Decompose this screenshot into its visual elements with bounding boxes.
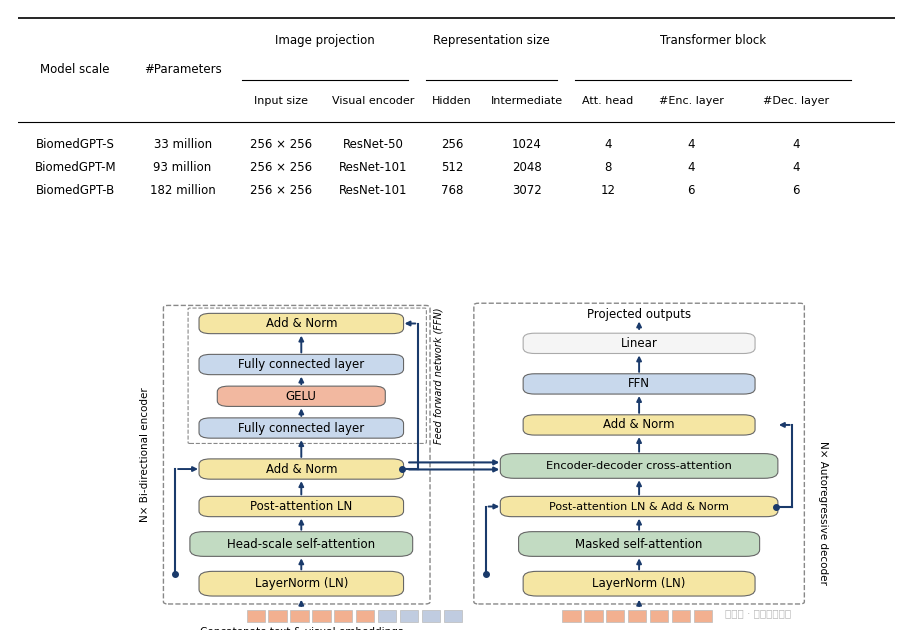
Text: BiomedGPT-S: BiomedGPT-S: [36, 139, 115, 151]
Text: 1024: 1024: [511, 139, 541, 151]
FancyBboxPatch shape: [500, 454, 778, 478]
Text: #Dec. layer: #Dec. layer: [763, 96, 829, 106]
Text: 4: 4: [792, 161, 800, 175]
Text: Hidden: Hidden: [432, 96, 472, 106]
Text: 512: 512: [441, 161, 463, 175]
Text: Head-scale self-attention: Head-scale self-attention: [227, 537, 375, 551]
FancyBboxPatch shape: [523, 333, 755, 353]
FancyBboxPatch shape: [199, 571, 404, 596]
Text: 256 × 256: 256 × 256: [250, 139, 312, 151]
Text: Add & Norm: Add & Norm: [603, 418, 675, 432]
Text: N× Autoregressive decoder: N× Autoregressive decoder: [818, 442, 827, 585]
Bar: [650, 610, 668, 622]
Text: 12: 12: [600, 184, 615, 197]
Text: BiomedGPT-M: BiomedGPT-M: [35, 161, 116, 175]
Bar: [247, 610, 265, 622]
Text: 256: 256: [441, 139, 463, 151]
Text: Model scale: Model scale: [40, 64, 110, 76]
Text: 6: 6: [687, 184, 695, 197]
FancyBboxPatch shape: [199, 354, 404, 375]
Text: 4: 4: [687, 139, 695, 151]
Text: N× Bi-directional encoder: N× Bi-directional encoder: [141, 387, 150, 522]
Bar: [312, 610, 331, 622]
Text: 182 million: 182 million: [150, 184, 215, 197]
Text: 93 million: 93 million: [153, 161, 212, 175]
FancyBboxPatch shape: [500, 496, 778, 517]
Text: ResNet-50: ResNet-50: [342, 139, 404, 151]
Text: 公众号 · 知识图谱科技: 公众号 · 知识图谱科技: [725, 608, 791, 618]
FancyBboxPatch shape: [519, 532, 760, 556]
Bar: [268, 610, 287, 622]
Text: 4: 4: [792, 139, 800, 151]
Text: Image projection: Image projection: [275, 34, 375, 47]
Text: Representation size: Representation size: [433, 34, 550, 47]
Bar: [562, 610, 581, 622]
Text: 256 × 256: 256 × 256: [250, 184, 312, 197]
Text: Add & Norm: Add & Norm: [266, 317, 337, 330]
Text: 256 × 256: 256 × 256: [250, 161, 312, 175]
Text: ResNet-101: ResNet-101: [339, 161, 407, 175]
Text: 8: 8: [604, 161, 612, 175]
Text: ResNet-101: ResNet-101: [339, 184, 407, 197]
Text: 4: 4: [687, 161, 695, 175]
Bar: [444, 610, 462, 622]
Text: LayerNorm (LN): LayerNorm (LN): [593, 577, 686, 590]
Text: Linear: Linear: [621, 337, 657, 350]
Text: Intermediate: Intermediate: [490, 96, 562, 106]
FancyBboxPatch shape: [523, 571, 755, 596]
Bar: [422, 610, 440, 622]
Text: 6: 6: [792, 184, 800, 197]
FancyBboxPatch shape: [199, 418, 404, 438]
Bar: [334, 610, 352, 622]
Text: Projected outputs: Projected outputs: [587, 307, 691, 321]
Bar: [628, 610, 646, 622]
FancyBboxPatch shape: [199, 496, 404, 517]
Bar: [584, 610, 603, 622]
Text: Transformer block: Transformer block: [660, 34, 766, 47]
Text: 4: 4: [603, 139, 612, 151]
FancyBboxPatch shape: [199, 459, 404, 479]
Text: #Enc. layer: #Enc. layer: [658, 96, 723, 106]
Text: Feed forward network (FFN): Feed forward network (FFN): [434, 307, 443, 444]
Text: Add & Norm: Add & Norm: [266, 462, 337, 476]
FancyBboxPatch shape: [523, 374, 755, 394]
Text: LayerNorm (LN): LayerNorm (LN): [255, 577, 348, 590]
Text: Concatenate text & visual embeddings: Concatenate text & visual embeddings: [200, 627, 403, 630]
Bar: [672, 610, 690, 622]
Text: Fully connected layer: Fully connected layer: [238, 421, 364, 435]
Text: BiomedGPT-B: BiomedGPT-B: [36, 184, 115, 197]
Text: Input size: Input size: [254, 96, 309, 106]
FancyBboxPatch shape: [523, 415, 755, 435]
Bar: [378, 610, 396, 622]
Text: Encoder-decoder cross-attention: Encoder-decoder cross-attention: [546, 461, 732, 471]
Text: 768: 768: [441, 184, 463, 197]
FancyBboxPatch shape: [217, 386, 385, 406]
FancyBboxPatch shape: [199, 313, 404, 334]
Text: Post-attention LN & Add & Norm: Post-attention LN & Add & Norm: [549, 501, 729, 512]
Text: 3072: 3072: [512, 184, 541, 197]
Text: 2048: 2048: [512, 161, 541, 175]
Text: Fully connected layer: Fully connected layer: [238, 358, 364, 371]
Bar: [400, 610, 418, 622]
Text: Att. head: Att. head: [582, 96, 634, 106]
Text: Visual encoder: Visual encoder: [332, 96, 415, 106]
Text: Post-attention LN: Post-attention LN: [250, 500, 352, 513]
Text: FFN: FFN: [628, 377, 650, 391]
Bar: [694, 610, 712, 622]
Bar: [290, 610, 309, 622]
FancyBboxPatch shape: [190, 532, 413, 556]
Text: 33 million: 33 million: [153, 139, 212, 151]
Bar: [606, 610, 624, 622]
Text: #Parameters: #Parameters: [143, 64, 222, 76]
Bar: [356, 610, 374, 622]
Text: Masked self-attention: Masked self-attention: [575, 537, 703, 551]
Text: GELU: GELU: [286, 390, 317, 403]
